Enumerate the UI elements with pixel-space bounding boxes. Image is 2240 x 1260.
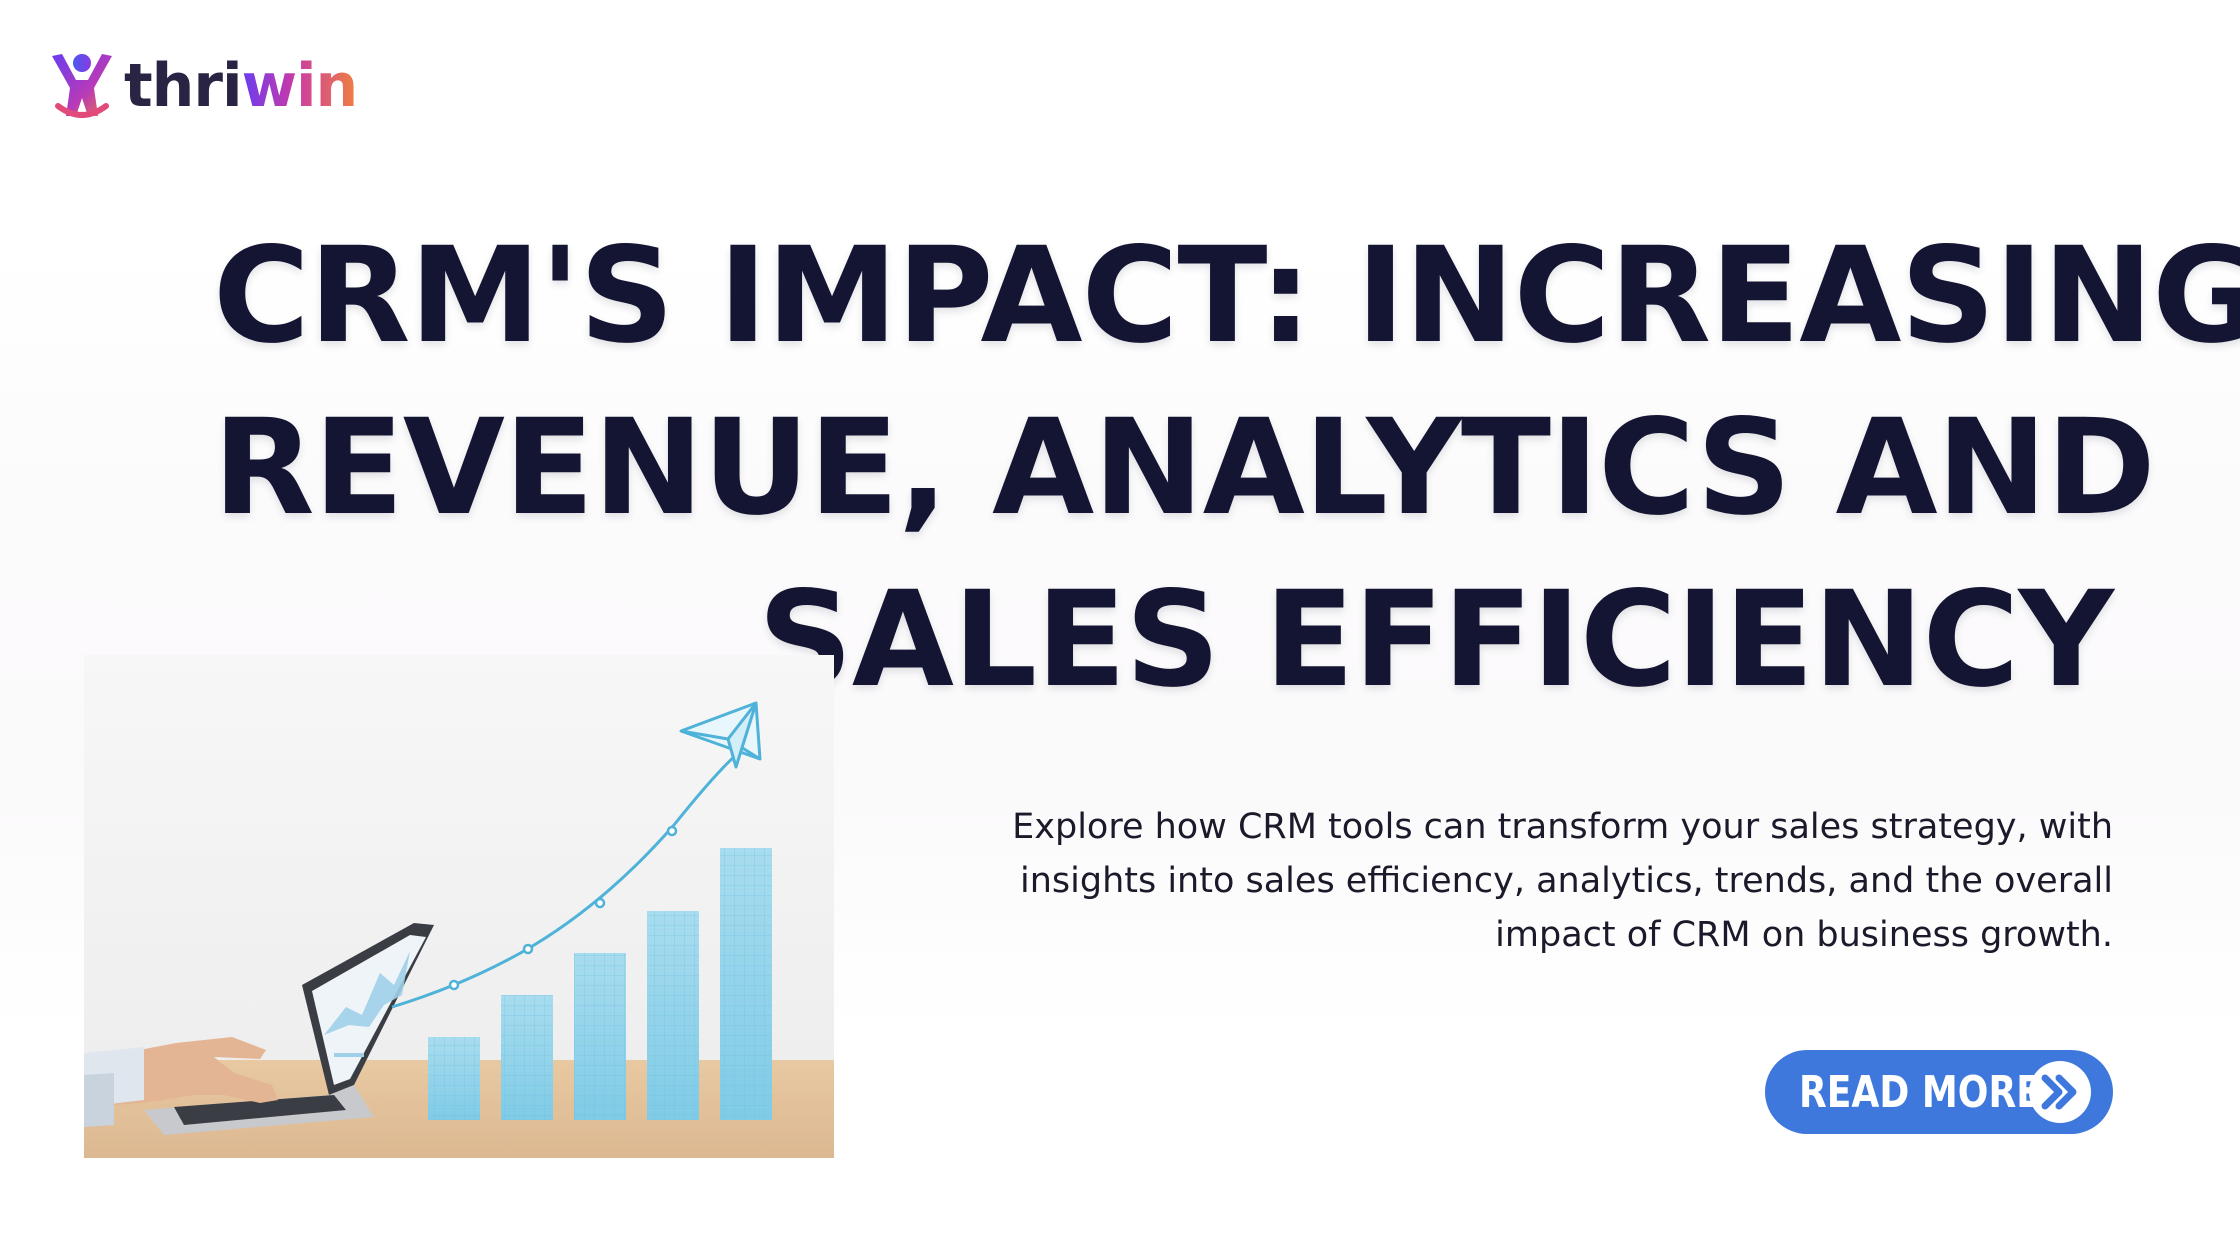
page-title: CRM'S IMPACT: INCREASING REVENUE, ANALYT… — [213, 210, 2240, 726]
logo-text-gradient: win — [241, 51, 359, 121]
double-chevron-right-icon — [2029, 1061, 2091, 1123]
typing-hands — [84, 1037, 278, 1127]
trend-line — [391, 753, 738, 1009]
read-more-button[interactable]: READ MORE — [1765, 1050, 2113, 1134]
title-line-3: SALES EFFICIENCY — [757, 563, 2114, 717]
description-line-3: impact of CRM on business growth. — [1495, 915, 2113, 955]
logo-wordmark: thriwin — [124, 56, 358, 116]
logo-text-dark: thri — [124, 51, 243, 121]
bar-growth-chart-icon — [428, 848, 772, 1120]
person-cheer-icon — [52, 54, 112, 118]
thriwin-logo[interactable]: thriwin — [48, 46, 358, 126]
paper-plane-icon — [679, 701, 762, 769]
growth-illustration-art — [84, 655, 834, 1158]
description: Explore how CRM tools can transform your… — [793, 800, 2113, 962]
description-line-2: insights into sales efficiency, analytic… — [1019, 861, 2113, 901]
description-line-1: Explore how CRM tools can transform your… — [1012, 807, 2113, 847]
growth-illustration — [84, 655, 834, 1158]
laptop-icon — [144, 923, 434, 1135]
read-more-label: READ MORE — [1799, 1066, 2041, 1118]
title-line-2: REVENUE, ANALYTICS AND — [213, 391, 2156, 545]
title-line-1: CRM'S IMPACT: INCREASING — [213, 219, 2240, 373]
